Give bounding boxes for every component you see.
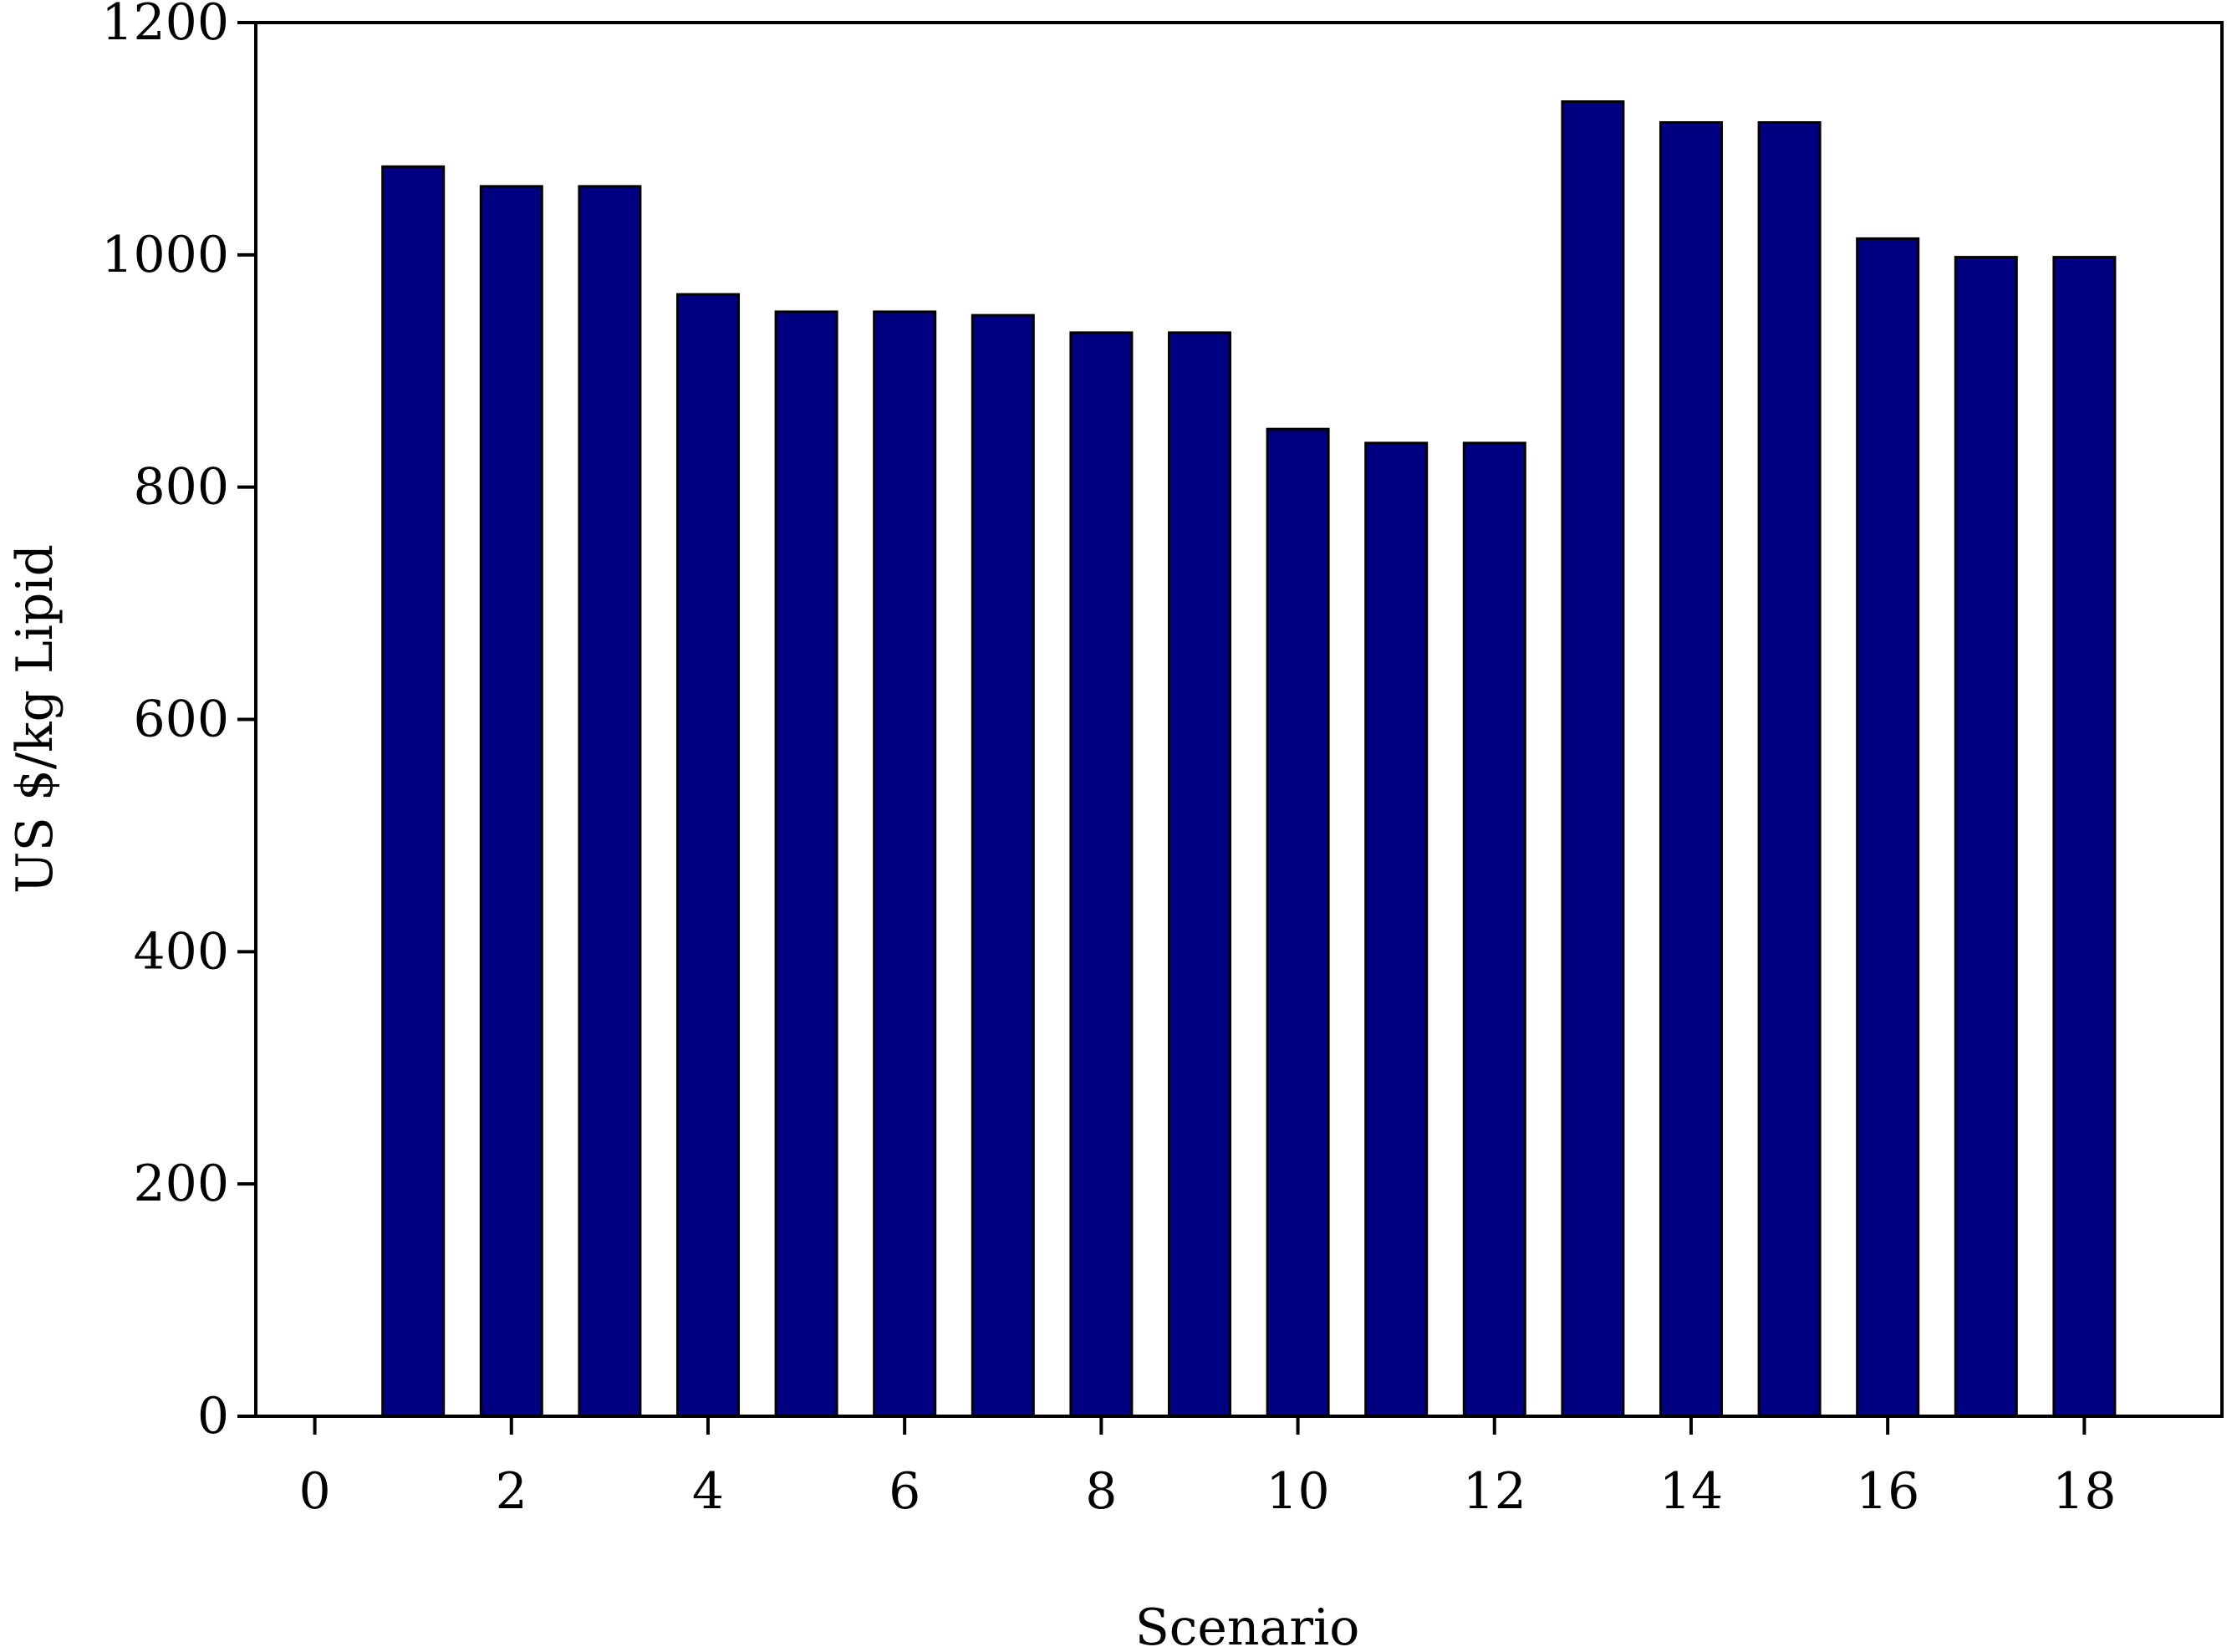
bar-scenario-11 bbox=[1364, 441, 1429, 1418]
x-tick-label: 8 bbox=[1085, 1462, 1117, 1521]
x-tick-label: 10 bbox=[1266, 1462, 1329, 1521]
x-tick-label: 12 bbox=[1463, 1462, 1526, 1521]
y-tick-label: 200 bbox=[133, 1155, 229, 1213]
bar-scenario-8 bbox=[1069, 331, 1134, 1418]
y-tick-label: 1200 bbox=[101, 0, 229, 52]
bar-scenario-14 bbox=[1659, 121, 1723, 1418]
bar-scenario-16 bbox=[1856, 237, 1920, 1418]
bar-scenario-10 bbox=[1266, 427, 1330, 1418]
bar-scenario-1 bbox=[381, 165, 446, 1418]
y-tick-label: 1000 bbox=[101, 226, 229, 284]
y-axis-label: US $/kg Lipid bbox=[6, 544, 64, 894]
bar-scenario-9 bbox=[1168, 331, 1231, 1418]
x-axis: 0 2 4 6 8 10 12 14 16 18 bbox=[298, 1416, 2117, 1521]
x-axis-label: Scenario bbox=[1135, 1598, 1360, 1648]
plot-frame bbox=[254, 21, 2224, 1418]
y-tick-label: 600 bbox=[133, 691, 229, 749]
bar-scenario-3 bbox=[578, 185, 642, 1418]
y-tick-label: 0 bbox=[197, 1387, 229, 1446]
bar-scenario-15 bbox=[1757, 121, 1822, 1418]
bar-scenario-6 bbox=[873, 310, 937, 1418]
y-tick-label: 800 bbox=[133, 458, 229, 517]
x-tick-label: 16 bbox=[1856, 1462, 1919, 1521]
x-tick-label: 4 bbox=[692, 1462, 724, 1521]
bar-scenario-13 bbox=[1561, 100, 1625, 1418]
bars bbox=[381, 100, 2117, 1418]
x-tick-label: 6 bbox=[889, 1462, 920, 1521]
bar-scenario-18 bbox=[2052, 256, 2117, 1418]
x-tick-label: 14 bbox=[1659, 1462, 1723, 1521]
bar-scenario-7 bbox=[971, 314, 1035, 1418]
y-axis: 0 200 400 600 800 1000 1200 bbox=[101, 0, 256, 1446]
bar-scenario-4 bbox=[676, 293, 740, 1418]
y-tick-label: 400 bbox=[133, 922, 229, 981]
bar-scenario-5 bbox=[774, 310, 838, 1418]
x-tick-label: 2 bbox=[496, 1462, 527, 1521]
x-tick-label: 0 bbox=[298, 1462, 330, 1521]
bar-scenario-17 bbox=[1954, 256, 2018, 1418]
x-tick-label: 18 bbox=[2052, 1462, 2116, 1521]
bar-scenario-12 bbox=[1462, 441, 1526, 1418]
bar-scenario-2 bbox=[479, 185, 543, 1418]
